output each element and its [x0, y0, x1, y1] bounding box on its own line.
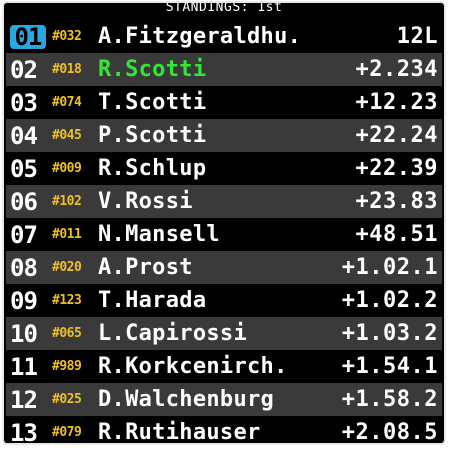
time-gap: +1.02.1	[341, 255, 438, 280]
standings-row: 11 #989 R.Korkcenirch. +1.54.1	[6, 350, 442, 383]
car-number: #009	[52, 161, 82, 176]
standings-title-text: STANDINGS: 1st	[161, 3, 287, 15]
driver-name: D.Walchenburg	[98, 387, 275, 412]
position-number: 08	[10, 253, 38, 282]
standings-list: 01 #032 A.Fitzgeraldhu. 12L 02 #018 R.Scotti +2…	[6, 20, 442, 445]
time-gap: +22.39	[355, 156, 438, 181]
time-gap: +1.02.2	[341, 288, 438, 313]
driver-name: A.Fitzgeraldhu.	[98, 24, 302, 49]
position-number: 09	[10, 286, 38, 315]
driver-name: V.Rossi	[98, 189, 193, 214]
position-number: 11	[10, 352, 38, 381]
standings-row: 03 #074 T.Scotti +12.23	[6, 86, 442, 119]
standings-row: 13 #079 R.Rutihauser +2.08.5	[6, 416, 442, 445]
car-number: #989	[52, 359, 82, 374]
position-number: 03	[10, 88, 38, 117]
time-gap: +48.51	[355, 222, 438, 247]
time-gap: +2.08.5	[341, 420, 438, 445]
car-number: #018	[52, 62, 82, 77]
leader-position-badge: 01	[10, 24, 46, 49]
car-number: #020	[52, 260, 82, 275]
standings-row: 06 #102 V.Rossi +23.83	[6, 185, 442, 218]
driver-name: R.Rutihauser	[98, 420, 261, 445]
car-number: #123	[52, 293, 82, 308]
car-number: #011	[52, 227, 82, 242]
driver-name: R.Schlup	[98, 156, 207, 181]
car-number: #079	[52, 425, 82, 440]
driver-name: T.Scotti	[98, 90, 207, 115]
time-gap: +1.58.2	[341, 387, 438, 412]
standings-row: 08 #020 A.Prost +1.02.1	[6, 251, 442, 284]
car-number: #032	[52, 29, 82, 44]
driver-name: T.Harada	[98, 288, 207, 313]
position-number: 10	[10, 319, 38, 348]
time-gap: 12L	[396, 24, 438, 49]
driver-name: L.Capirossi	[98, 321, 247, 346]
driver-name: R.Korkcenirch.	[98, 354, 288, 379]
standings-row: 10 #065 L.Capirossi +1.03.2	[6, 317, 442, 350]
time-gap: +1.54.1	[341, 354, 438, 379]
position-number: 07	[10, 220, 38, 249]
standings-row: 04 #045 P.Scotti +22.24	[6, 119, 442, 152]
time-gap: +23.83	[355, 189, 438, 214]
car-number: #074	[52, 95, 82, 110]
car-number: #102	[52, 194, 82, 209]
driver-name: P.Scotti	[98, 123, 207, 148]
standings-row: 12 #025 D.Walchenburg +1.58.2	[6, 383, 442, 416]
position-number: 06	[10, 187, 38, 216]
driver-name: R.Scotti	[98, 57, 207, 82]
standings-panel: STANDINGS: 1st 01 #032 A.Fitzgeraldhu. 12L 0…	[2, 1, 446, 445]
standings-row: 05 #009 R.Schlup +22.39	[6, 152, 442, 185]
car-number: #025	[52, 392, 82, 407]
standings-row: 09 #123 T.Harada +1.02.2	[6, 284, 442, 317]
standings-title: STANDINGS: 1st	[4, 3, 444, 16]
position-number: 05	[10, 154, 38, 183]
position-number: 02	[10, 55, 38, 84]
position-number: 12	[10, 385, 38, 414]
car-number: #045	[52, 128, 82, 143]
standings-row: 07 #011 N.Mansell +48.51	[6, 218, 442, 251]
time-gap: +22.24	[355, 123, 438, 148]
time-gap: +12.23	[355, 90, 438, 115]
car-number: #065	[52, 326, 82, 341]
position-number: 04	[10, 121, 38, 150]
time-gap: +1.03.2	[341, 321, 438, 346]
standings-row: 01 #032 A.Fitzgeraldhu. 12L	[6, 20, 442, 53]
time-gap: +2.234	[355, 57, 438, 82]
position-number: 13	[10, 418, 38, 445]
standings-row: 02 #018 R.Scotti +2.234	[6, 53, 442, 86]
driver-name: N.Mansell	[98, 222, 220, 247]
driver-name: A.Prost	[98, 255, 193, 280]
